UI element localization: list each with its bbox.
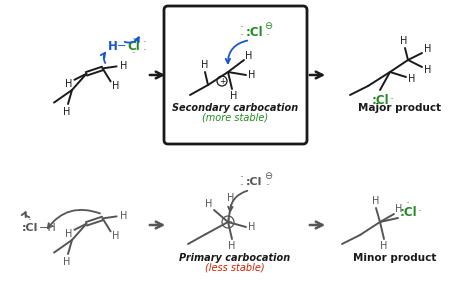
Text: H: H bbox=[65, 229, 72, 239]
Text: H: H bbox=[246, 51, 253, 61]
Text: H: H bbox=[248, 222, 255, 232]
Text: H: H bbox=[65, 79, 72, 89]
Text: H: H bbox=[112, 81, 119, 91]
Text: H: H bbox=[228, 241, 236, 251]
Text: ··: ·· bbox=[390, 95, 394, 104]
Text: ··: ·· bbox=[143, 39, 147, 48]
Text: :Cl: :Cl bbox=[371, 94, 389, 106]
Text: H: H bbox=[424, 44, 432, 54]
Text: ··: ·· bbox=[143, 47, 147, 56]
Text: ··: ·· bbox=[240, 24, 245, 33]
Text: Cl: Cl bbox=[128, 40, 140, 54]
Text: ⊖: ⊖ bbox=[264, 21, 272, 31]
Text: ··: ·· bbox=[265, 181, 270, 190]
FancyBboxPatch shape bbox=[164, 6, 307, 144]
Text: ⊖: ⊖ bbox=[264, 171, 272, 181]
Text: Major product: Major product bbox=[358, 103, 442, 113]
Text: ··: ·· bbox=[406, 199, 410, 208]
Text: H: H bbox=[380, 241, 388, 251]
Text: :Cl: :Cl bbox=[22, 223, 38, 233]
Text: H: H bbox=[408, 74, 416, 84]
Text: +: + bbox=[225, 217, 231, 227]
Text: H: H bbox=[248, 70, 255, 80]
Text: ··: ·· bbox=[418, 208, 422, 216]
Text: ··: ·· bbox=[132, 50, 137, 59]
Text: ··: ·· bbox=[240, 181, 245, 190]
Text: ··: ·· bbox=[27, 216, 32, 225]
Text: H: H bbox=[228, 193, 235, 203]
Text: ··: ·· bbox=[132, 36, 137, 45]
Text: H: H bbox=[120, 61, 128, 71]
Text: H: H bbox=[64, 257, 71, 267]
Text: Primary carbocation: Primary carbocation bbox=[179, 253, 291, 263]
Text: ··: ·· bbox=[240, 173, 245, 182]
Text: (more stable): (more stable) bbox=[202, 113, 268, 123]
Text: ··: ·· bbox=[378, 106, 383, 115]
Text: (less stable): (less stable) bbox=[205, 263, 265, 273]
Text: H: H bbox=[201, 60, 209, 70]
Text: H: H bbox=[112, 231, 119, 241]
Text: :Cl: :Cl bbox=[399, 205, 417, 219]
Text: :Cl: :Cl bbox=[246, 177, 262, 187]
Text: −H: −H bbox=[39, 223, 57, 233]
Text: :Cl: :Cl bbox=[245, 25, 263, 39]
Text: ··: ·· bbox=[240, 31, 245, 40]
Text: −: − bbox=[117, 42, 127, 51]
Text: H: H bbox=[64, 107, 71, 117]
Text: H: H bbox=[395, 204, 403, 214]
Text: Secondary carbocation: Secondary carbocation bbox=[172, 103, 298, 113]
Text: H: H bbox=[230, 91, 237, 101]
Text: ··: ·· bbox=[265, 31, 270, 40]
Text: H: H bbox=[424, 65, 432, 75]
Text: H: H bbox=[372, 196, 380, 206]
Text: +: + bbox=[219, 77, 225, 86]
Text: H: H bbox=[108, 40, 118, 54]
Text: Minor product: Minor product bbox=[353, 253, 437, 263]
Text: H: H bbox=[401, 36, 408, 46]
Text: H: H bbox=[120, 211, 128, 221]
Text: H: H bbox=[205, 199, 213, 209]
